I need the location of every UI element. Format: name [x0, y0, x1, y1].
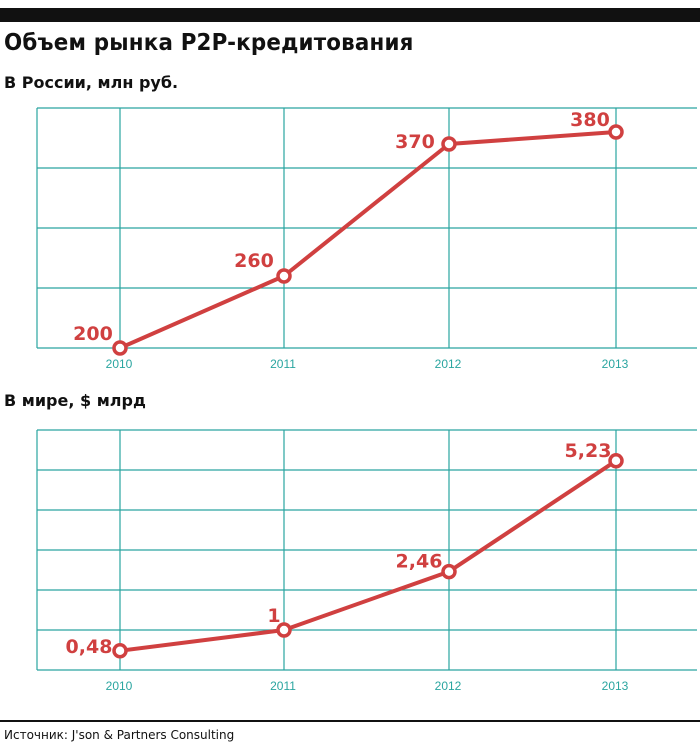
data-point [441, 136, 457, 152]
data-point [276, 268, 292, 284]
data-point [608, 124, 624, 140]
chart-russia-title: В России, млн руб. [4, 73, 179, 92]
bottom-rule [0, 720, 700, 722]
data-label: 0,48 [66, 636, 113, 658]
data-label: 5,23 [565, 440, 612, 462]
x-tick-label: 2013 [602, 357, 629, 371]
x-tick-label: 2012 [435, 357, 462, 371]
data-label: 260 [234, 250, 274, 272]
data-point [112, 643, 128, 659]
x-tick-label: 2010 [106, 357, 133, 371]
x-tick-label: 2013 [602, 679, 629, 693]
series-line [118, 130, 618, 350]
source-note: Источник: J'son & Partners Consulting [4, 728, 235, 742]
data-point [608, 453, 624, 469]
x-tick-label: 2011 [270, 679, 296, 693]
grid [36, 429, 697, 671]
chart-russia: 2010 2011 2012 2013 200 260 370 380 [36, 107, 697, 371]
series-line [118, 458, 618, 653]
data-label: 370 [395, 131, 435, 153]
data-point [276, 622, 292, 638]
page-title: Объем рынка P2P-кредитования [4, 30, 414, 56]
x-tick-label: 2010 [106, 679, 133, 693]
chart-world-title: В мире, $ млрд [4, 391, 146, 410]
data-label: 200 [73, 323, 113, 345]
data-point [441, 563, 457, 580]
x-tick-label: 2011 [270, 357, 296, 371]
data-label: 2,46 [396, 551, 443, 573]
chart-world: 2010 2011 2012 2013 0,48 1 2,46 5,23 [36, 429, 697, 693]
data-label: 380 [570, 109, 610, 131]
data-point [112, 340, 128, 356]
top-rule [0, 8, 700, 22]
x-tick-label: 2012 [435, 679, 462, 693]
grid [36, 107, 697, 349]
data-label: 1 [267, 605, 280, 627]
